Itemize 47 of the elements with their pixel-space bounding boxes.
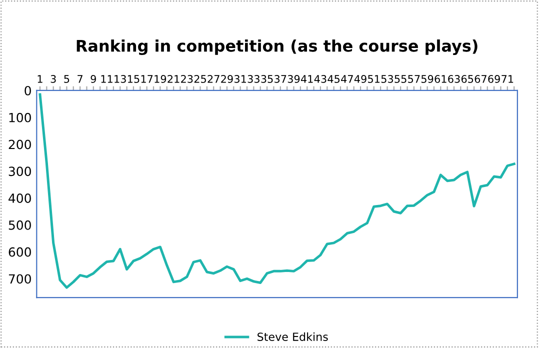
x-tick-label: 9 — [90, 75, 96, 83]
x-tick-label: 31 — [234, 75, 246, 83]
x-tick-label: 33 — [248, 75, 260, 83]
x-tick-label: 21 — [168, 75, 180, 83]
x-tick-label: 49 — [354, 75, 366, 83]
x-tick-label: 57 — [408, 75, 420, 83]
x-tick-label: 19 — [154, 75, 166, 83]
y-tick-label: 300 — [8, 166, 31, 176]
legend-label: Steve Edkins — [258, 332, 328, 341]
y-tick-label: 400 — [8, 194, 31, 203]
x-tick-label: 39 — [288, 75, 300, 83]
x-tick-label: 55 — [394, 75, 406, 83]
x-tick-label: 11 — [101, 75, 112, 83]
x-tick-label: 23 — [181, 75, 193, 83]
x-tick-label: 67 — [474, 75, 486, 83]
x-tick-label: 45 — [328, 75, 340, 83]
x-tick-label: 1 — [38, 75, 42, 83]
x-tick-label: 15 — [128, 75, 140, 83]
x-tick-label: 51 — [368, 75, 380, 83]
x-tick-label: 63 — [448, 75, 460, 83]
x-tick-label: 43 — [314, 75, 326, 83]
x-tick-label: 37 — [274, 75, 286, 83]
x-tick-label: 41 — [300, 75, 313, 83]
x-tick-label: 35 — [261, 75, 273, 83]
y-tick-label: 700 — [8, 274, 31, 284]
chart-title: Ranking in competition (as the course plays) — [76, 39, 478, 56]
line-series — [38, 93, 516, 289]
x-tick-label: 25 — [194, 75, 206, 83]
y-tick-label: 0 — [24, 86, 31, 96]
x-tick-label: 29 — [221, 75, 233, 83]
x-tick-label: 61 — [434, 75, 446, 83]
x-tick-label: 13 — [114, 75, 126, 83]
x-tick-label: 47 — [341, 75, 353, 83]
y-tick-label: 200 — [8, 140, 31, 150]
y-tick-label: 600 — [8, 247, 31, 257]
x-tick-label: 5 — [64, 75, 70, 83]
x-tick-label: 27 — [208, 75, 220, 83]
y-tick-label: 500 — [8, 220, 31, 230]
y-tick-label: 100 — [9, 112, 31, 122]
x-tick-label: 53 — [381, 75, 394, 83]
x-tick-label: 69 — [488, 75, 500, 83]
x-tick-label: 71 — [502, 75, 514, 83]
x-tick-label: 7 — [78, 75, 82, 83]
x-tick-label: 3 — [50, 75, 56, 83]
x-tick-label: 17 — [141, 75, 153, 83]
x-tick-label: 59 — [421, 75, 434, 83]
x-tick-label: 65 — [461, 75, 474, 83]
